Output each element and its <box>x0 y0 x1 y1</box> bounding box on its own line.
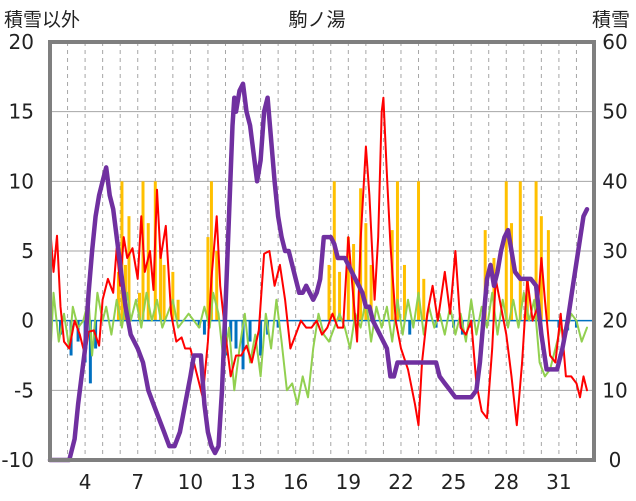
precipitation-bar <box>206 237 210 321</box>
precipitation-bar <box>504 181 508 321</box>
precipitation-bar <box>327 264 331 321</box>
left-tick-label: 15 <box>9 100 34 124</box>
precipitation-bar <box>202 320 206 335</box>
precipitation-bar <box>241 320 245 370</box>
right-tick-label: 50 <box>602 100 627 124</box>
chart-title: 駒ノ湯 <box>288 9 345 31</box>
precipitation-bar <box>248 320 252 342</box>
precipitation-bar <box>417 181 421 321</box>
precipitation-bar <box>422 278 426 321</box>
precipitation-bar <box>369 264 373 321</box>
temperature-line <box>49 96 588 427</box>
precipitation-bar <box>234 320 238 349</box>
precipitation-bar <box>525 278 529 321</box>
precipitation-bar <box>518 181 522 321</box>
right-axis-ticks: 0 10 20 30 40 50 60 <box>602 30 627 472</box>
precipitation-bar <box>395 181 399 321</box>
plot-frame <box>48 40 596 462</box>
left-axis-title: 積雪以外 <box>4 9 80 31</box>
right-tick-label: 10 <box>602 378 627 402</box>
x-tick-label: 4 <box>79 470 92 494</box>
snow_depth-line <box>47 81 590 463</box>
precipitation-bar <box>338 271 342 321</box>
x-tick-label: 19 <box>336 470 361 494</box>
precipitation-bar <box>138 292 141 321</box>
left-tick-label: 10 <box>9 169 34 193</box>
precipitation-bar <box>127 216 131 321</box>
x-tick-label: 10 <box>178 470 203 494</box>
precipitation-bar <box>546 230 550 321</box>
precipitation-bar <box>209 181 213 321</box>
precipitation-bar <box>402 264 406 321</box>
precipitation-bar <box>171 271 175 321</box>
x-tick-label: 13 <box>230 470 255 494</box>
right-tick-label: 0 <box>609 448 622 472</box>
left-axis-ticks: -10 -5 0 5 10 15 20 <box>1 30 34 472</box>
series-lines <box>47 81 590 463</box>
precipitation-bar <box>146 223 150 321</box>
precipitation-bar <box>176 299 180 321</box>
precipitation-bar <box>483 230 487 321</box>
precipitation-bar <box>88 320 92 384</box>
precipitation-bar <box>215 251 219 321</box>
x-tick-label: 22 <box>388 470 413 494</box>
right-tick-label: 20 <box>602 309 627 333</box>
precipitation-bar <box>159 251 163 321</box>
precipitation-bar <box>276 320 280 328</box>
precipitation-bar <box>259 320 263 356</box>
x-tick-label: 16 <box>283 470 308 494</box>
precipitation-bar <box>162 264 166 321</box>
left-tick-label: 20 <box>9 30 34 54</box>
precipitation-bar <box>492 257 496 321</box>
precipitation-bar <box>364 223 368 321</box>
x-tick-label: 25 <box>441 470 466 494</box>
precipitation-bar <box>510 223 514 321</box>
x-tick-label: 31 <box>546 470 571 494</box>
x-axis-ticks: 4 7 10 13 16 19 22 25 28 31 <box>79 470 572 494</box>
left-tick-label: 0 <box>21 309 34 333</box>
right-tick-label: 30 <box>602 239 627 263</box>
precipitation-bar <box>229 320 233 342</box>
precipitation-bar <box>408 320 412 335</box>
left-tick-label: 5 <box>21 239 34 263</box>
precipitation-bar <box>116 271 120 321</box>
left-tick-label: -10 <box>1 448 34 472</box>
precipitation-bar <box>346 237 350 321</box>
right-axis-title: 積雪 <box>592 9 630 31</box>
left-tick-label: -5 <box>14 378 34 402</box>
x-tick-label: 28 <box>494 470 519 494</box>
right-tick-label: 40 <box>602 169 627 193</box>
right-tick-label: 60 <box>602 30 627 54</box>
precipitation-bar <box>534 181 538 321</box>
x-tick-label: 7 <box>131 470 144 494</box>
precipitation-bar <box>352 244 356 321</box>
humidity_proxy-line <box>49 291 588 406</box>
